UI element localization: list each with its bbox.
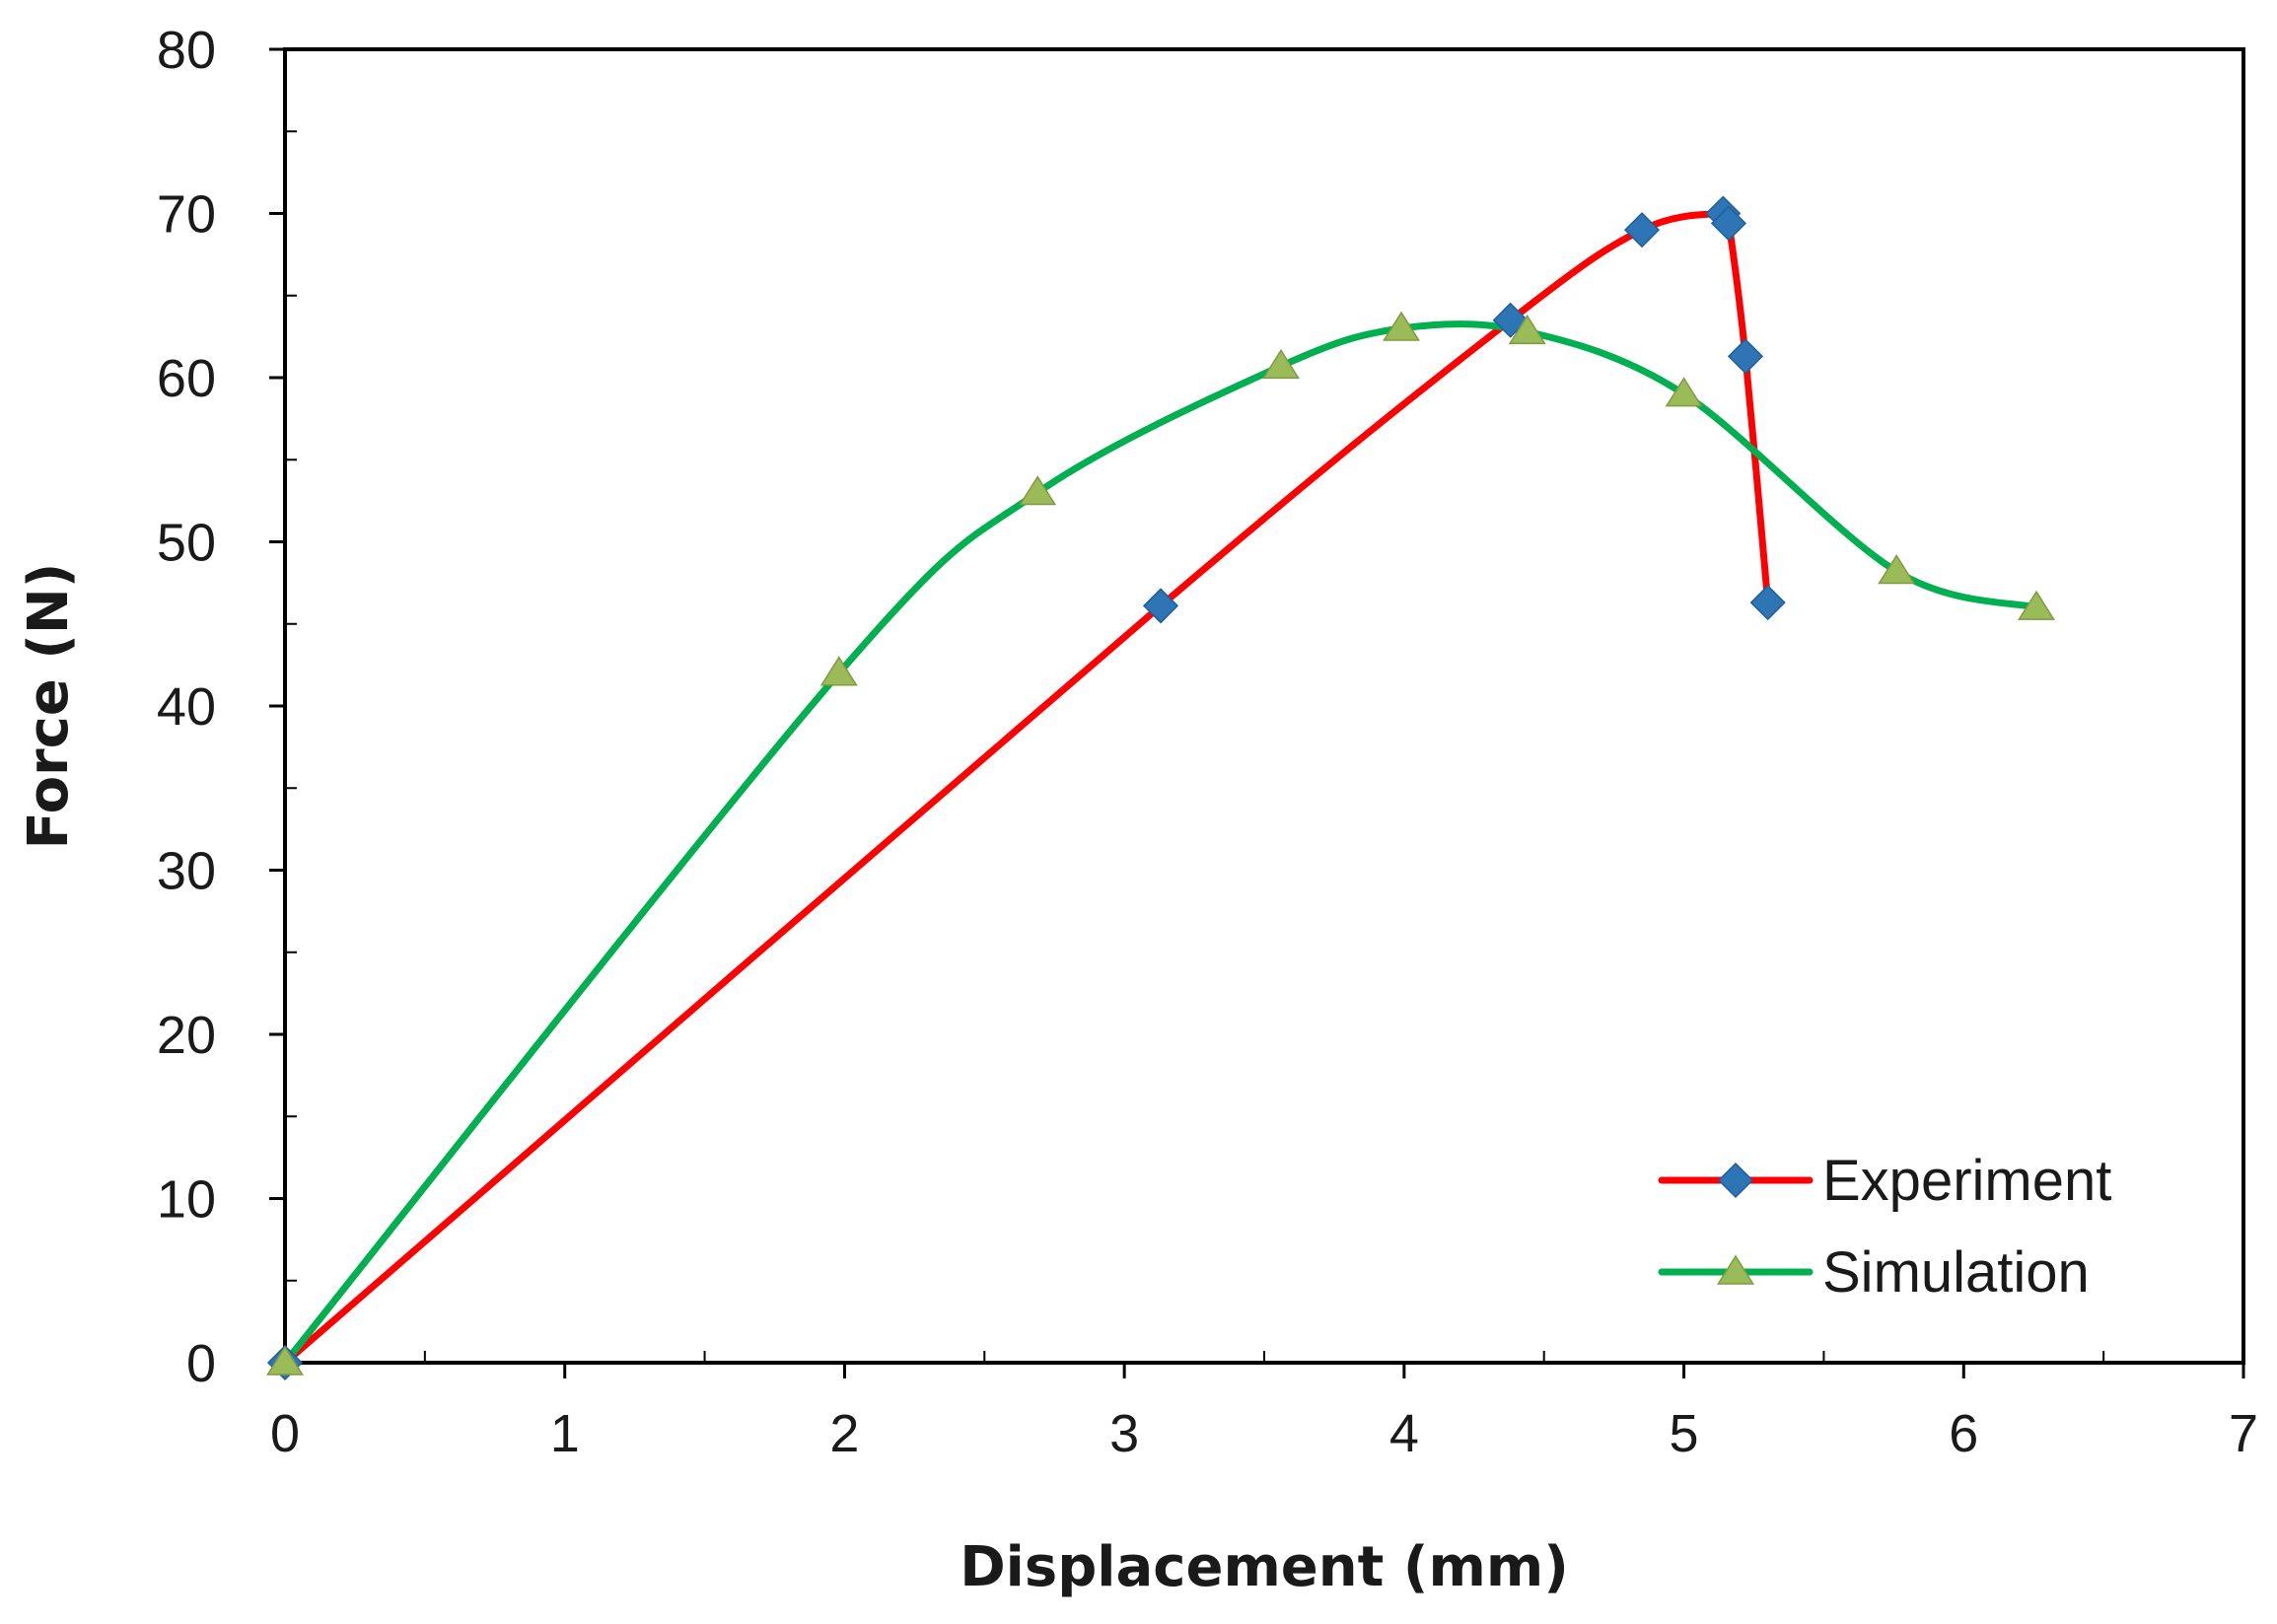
- y-axis-title: Force (N): [17, 563, 81, 850]
- y-tick-label: 40: [157, 677, 216, 737]
- series-markers: [266, 195, 2056, 1381]
- simulation-point: [1383, 311, 1420, 341]
- experiment-point: [1142, 588, 1179, 624]
- simulation-point: [266, 1345, 304, 1376]
- plot-area: [283, 47, 2245, 1365]
- x-tick-label: 3: [1109, 1404, 1139, 1463]
- x-tick-label: 2: [829, 1404, 859, 1463]
- simulation-point: [1262, 348, 1300, 380]
- x-tick-label: 7: [2229, 1404, 2258, 1463]
- y-tick-label: 80: [157, 21, 216, 80]
- simulation-line: [281, 320, 2040, 1367]
- simulation-point: [1878, 554, 1916, 585]
- legend: Experiment Simulation: [1658, 1149, 2111, 1305]
- y-tick-label: 60: [157, 349, 216, 408]
- x-tick-label: 4: [1389, 1404, 1419, 1463]
- experiment-point: [1749, 585, 1786, 621]
- x-axis-title: Displacement (mm): [960, 1535, 1569, 1599]
- simulation-point: [1019, 475, 1057, 506]
- x-tick-label: 0: [270, 1404, 300, 1463]
- x-tick-label: 1: [550, 1404, 580, 1463]
- experiment-point: [1710, 205, 1747, 242]
- y-tick-label: 70: [157, 185, 216, 245]
- simulation-point: [1508, 314, 1546, 345]
- simulation-point: [2018, 590, 2056, 620]
- simulation-point: [819, 656, 858, 686]
- y-tick-label: 20: [157, 1006, 216, 1065]
- x-tick-label: 6: [1949, 1404, 1978, 1463]
- y-tick-label: 30: [157, 842, 216, 901]
- legend-experiment-label: Experiment: [1822, 1149, 2111, 1213]
- y-tick-label: 50: [157, 514, 216, 573]
- experiment-line: [281, 205, 1772, 1367]
- y-tick-label: 10: [157, 1170, 216, 1230]
- experiment-point: [1727, 338, 1764, 375]
- legend-simulation-label: Simulation: [1822, 1240, 2090, 1305]
- simulation-point: [1665, 377, 1703, 407]
- series-lines: [281, 205, 2040, 1367]
- experiment-point: [1623, 212, 1661, 248]
- x-tick-label: 5: [1670, 1404, 1699, 1463]
- legend-experiment-marker: [1717, 1162, 1754, 1199]
- legend-simulation-marker: [1717, 1254, 1754, 1285]
- y-tick-label: 0: [186, 1334, 216, 1393]
